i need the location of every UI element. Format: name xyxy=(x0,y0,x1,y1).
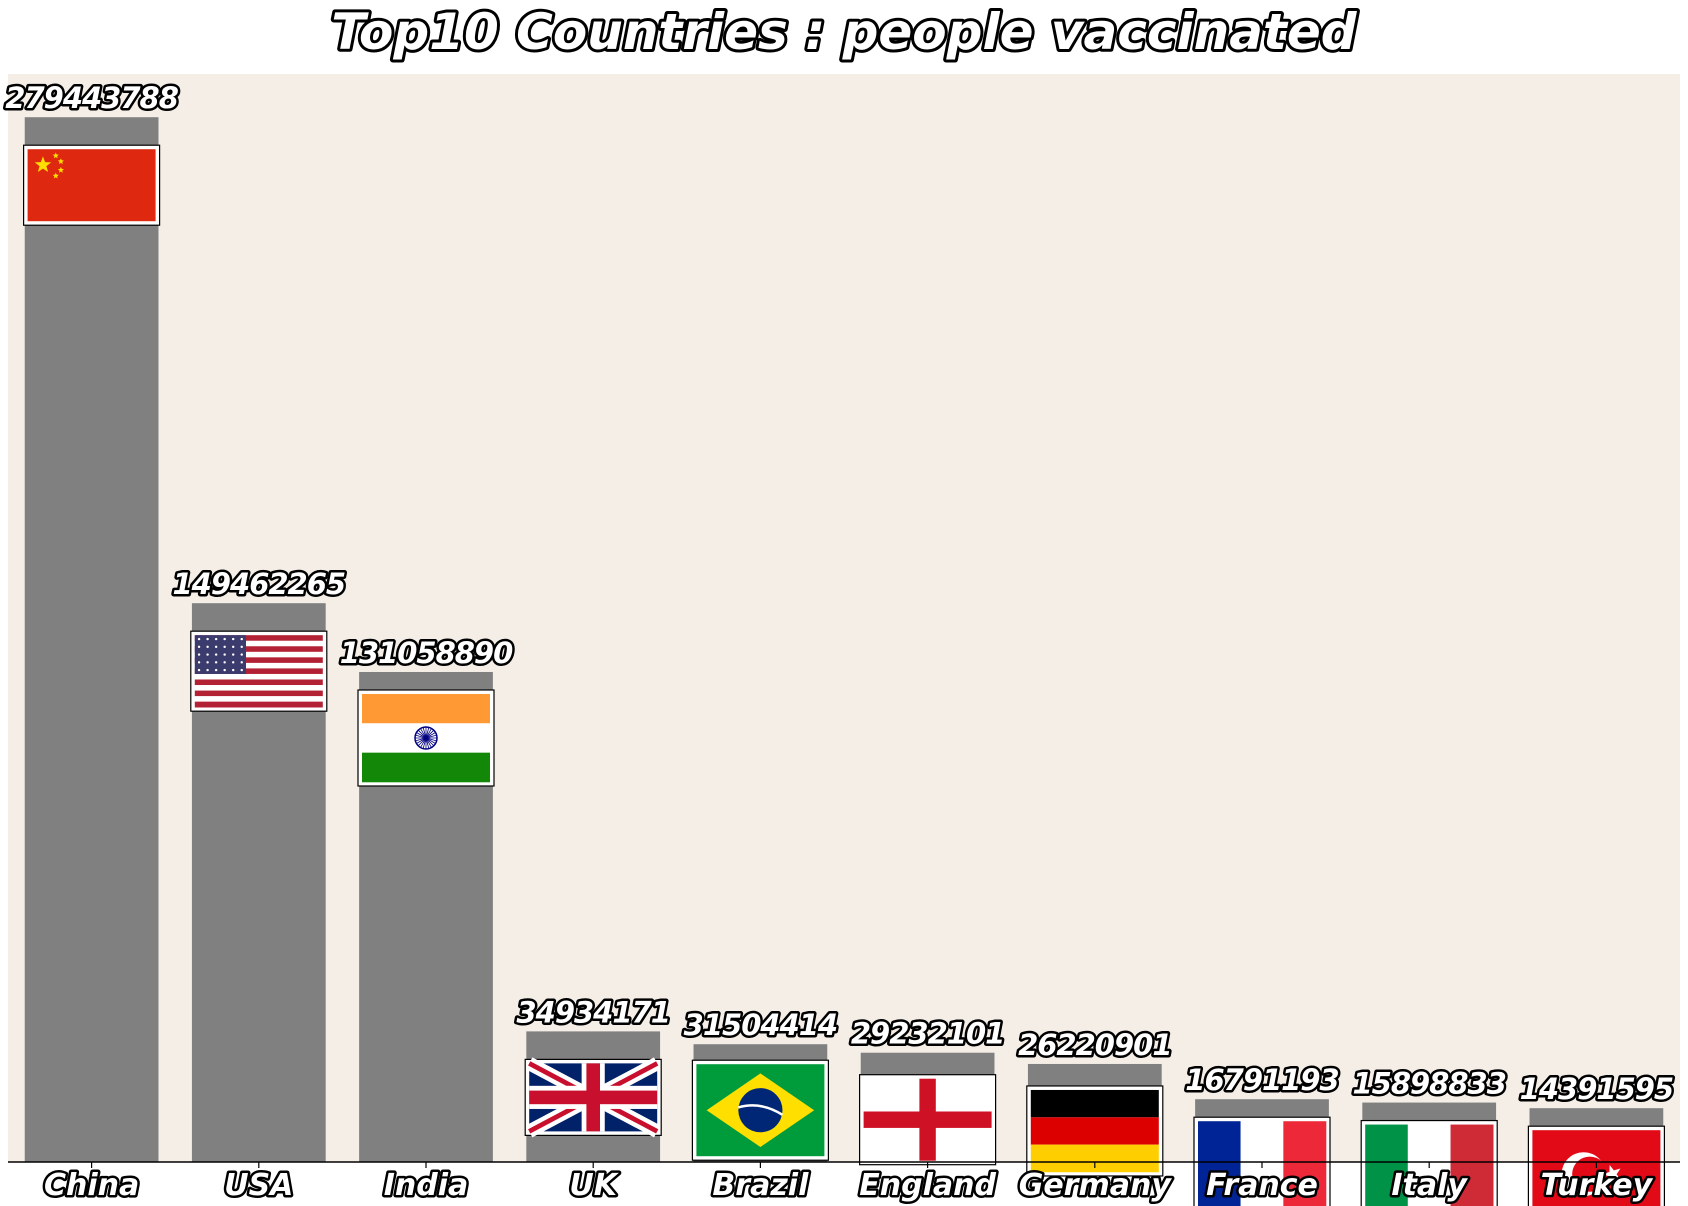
x-tick-label-uk: UK xyxy=(569,1168,619,1203)
usa-flag-icon xyxy=(190,630,328,712)
value-label-england: 29232101 xyxy=(851,1017,1004,1051)
x-tick-label-france: France xyxy=(1206,1168,1318,1203)
value-label-usa: 149462265 xyxy=(172,567,345,601)
x-tick-label-usa: USA xyxy=(224,1168,293,1203)
value-label-china: 279443788 xyxy=(5,81,178,115)
x-tick-label-turkey: Turkey xyxy=(1541,1168,1654,1203)
england-flag-icon xyxy=(858,1074,997,1166)
x-tick-label-italy: Italy xyxy=(1391,1168,1468,1203)
value-label-turkey: 14391595 xyxy=(1520,1072,1673,1106)
value-label-france: 16791193 xyxy=(1185,1063,1338,1097)
value-label-italy: 15898833 xyxy=(1352,1067,1505,1101)
x-tick-label-brazil: Brazil xyxy=(712,1168,809,1203)
x-tick-label-china: China xyxy=(44,1168,139,1203)
x-tick-label-england: England xyxy=(859,1168,996,1203)
flags-layer xyxy=(23,144,1666,1206)
value-label-brazil: 31504414 xyxy=(684,1008,837,1042)
x-tick-label-india: India xyxy=(384,1168,469,1203)
value-label-india: 131058890 xyxy=(340,636,513,670)
value-label-uk: 34934171 xyxy=(516,995,669,1029)
value-labels-layer: 279443788 149462265 131058890 34934171 31504… xyxy=(3,79,1677,1109)
value-label-germany: 26220901 xyxy=(1018,1028,1171,1062)
bar-china xyxy=(24,117,159,1163)
chart-title: Top10 Countries : people vaccinated xyxy=(331,3,1357,61)
x-tick-labels-layer: China USA India UK Brazil England Germany Franc… xyxy=(41,1162,1656,1206)
china-flag-icon xyxy=(23,144,161,226)
germany-flag-icon xyxy=(1026,1085,1164,1177)
x-tick-label-germany: Germany xyxy=(1019,1168,1173,1203)
india-flag-icon xyxy=(357,689,495,787)
brazil-flag-icon xyxy=(691,1059,830,1161)
italy-flag-icon xyxy=(1360,1119,1498,1206)
uk-flag-icon xyxy=(524,1057,662,1138)
